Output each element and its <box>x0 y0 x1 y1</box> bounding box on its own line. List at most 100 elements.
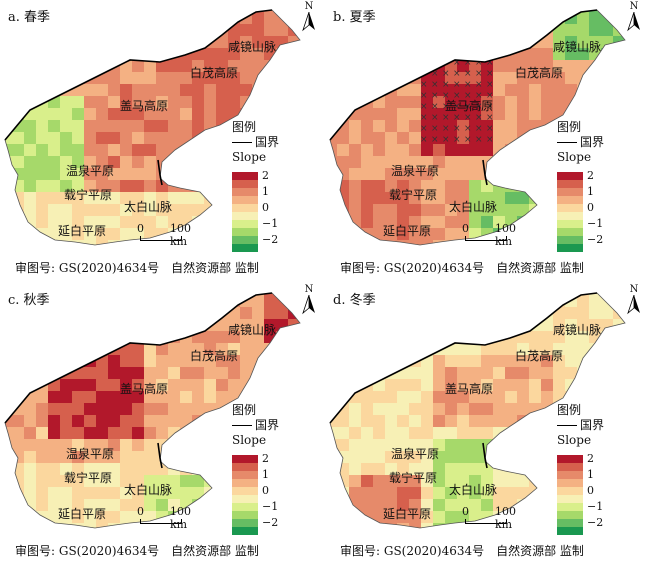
label-wenquan-plain: 温泉平原 <box>66 164 115 178</box>
label-gaima-plateau: 盖马高原 <box>445 99 494 113</box>
colorbar-swatch <box>557 236 583 244</box>
significance-mark: × <box>464 91 472 101</box>
colorbar-swatch <box>232 228 258 236</box>
significance-mark: × <box>475 135 483 145</box>
legend-slope-label: Slope <box>557 433 592 447</box>
significance-mark: × <box>464 58 472 68</box>
map-canvas <box>4 292 301 529</box>
legend-slope-label: Slope <box>557 150 592 164</box>
colorbar-swatch <box>557 196 583 204</box>
colorbar-swatch <box>232 212 258 220</box>
significance-mark: × <box>453 58 461 68</box>
colorbar-swatch <box>557 487 583 495</box>
label-baimao-plateau: 白茂高原 <box>515 349 564 363</box>
legend-slope-label: Slope <box>232 150 267 164</box>
colorbar-swatch <box>232 495 258 503</box>
significance-mark: × <box>486 69 494 79</box>
significance-mark: × <box>475 69 483 79</box>
significance-mark: × <box>453 113 461 123</box>
colorbar-swatch <box>232 180 258 188</box>
significance-mark: × <box>486 135 494 145</box>
legend-title: 图例 <box>557 403 582 417</box>
colorbar-swatch <box>557 220 583 228</box>
colorbar-tick: 1 <box>262 468 269 481</box>
colorbar-swatch <box>232 188 258 196</box>
significance-mark: × <box>453 135 461 145</box>
label-yanbai-plain: 延白平原 <box>383 224 432 238</box>
significance-mark: × <box>420 124 428 134</box>
significance-mark: × <box>431 69 439 79</box>
significance-mark: × <box>464 80 472 90</box>
colorbar-swatch <box>557 479 583 487</box>
label-zaining-plain: 载宁平原 <box>64 471 113 485</box>
label-xianjing-mountains: 咸镜山脉 <box>553 323 602 337</box>
significance-mark: × <box>464 135 472 145</box>
label-gaima-plateau: 盖马高原 <box>445 382 494 396</box>
colorbar: 2 1 0 −1 −2 <box>232 170 278 252</box>
legend: 图例 国界 Slope <box>232 403 279 448</box>
colorbar-swatch <box>232 463 258 471</box>
colorbar-swatch <box>232 479 258 487</box>
legend-title: 图例 <box>557 120 582 134</box>
significance-mark: × <box>420 135 428 145</box>
significance-mark: × <box>464 69 472 79</box>
colorbar-swatch <box>557 463 583 471</box>
label-zaining-plain: 载宁平原 <box>389 471 438 485</box>
colorbar-swatch <box>232 236 258 244</box>
colorbar-tick: −1 <box>587 500 604 513</box>
north-arrow-icon: N <box>624 2 644 32</box>
map-panel-summer: × × × × × × × × × × × × × × × × × × × × × × × × × × × × × × × × × × × × × × × ×… <box>325 0 650 283</box>
significance-mark: × <box>486 80 494 90</box>
significance-mark: × <box>464 102 472 112</box>
significance-mark: × <box>442 113 450 123</box>
colorbar-swatch <box>232 220 258 228</box>
label-zaining-plain: 载宁平原 <box>64 188 113 202</box>
label-taibai-mountains: 太白山脉 <box>449 200 498 214</box>
significance-mark: × <box>486 124 494 134</box>
colorbar-tick: 0 <box>587 484 594 497</box>
colorbar-tick: −1 <box>587 217 604 230</box>
colorbar-tick: 2 <box>587 169 594 182</box>
significance-mark: × <box>475 80 483 90</box>
colorbar-tick: 1 <box>262 185 269 198</box>
significance-mark: × <box>453 80 461 90</box>
label-baimao-plateau: 白茂高原 <box>190 66 239 80</box>
label-gaima-plateau: 盖马高原 <box>120 382 169 396</box>
label-yanbai-plain: 延白平原 <box>58 224 107 238</box>
legend: 图例 国界 Slope <box>232 120 279 165</box>
significance-mark: × <box>431 80 439 90</box>
significance-mark: × <box>431 124 439 134</box>
significance-mark: × <box>475 113 483 123</box>
label-xianjing-mountains: 咸镜山脉 <box>228 323 277 337</box>
colorbar-tick: −1 <box>262 500 279 513</box>
north-arrow-icon: N <box>299 2 319 32</box>
colorbar-tick: 2 <box>262 452 269 465</box>
significance-mark: × <box>486 58 494 68</box>
colorbar-swatch <box>557 180 583 188</box>
significance-mark: × <box>442 124 450 134</box>
colorbar-swatch <box>232 244 258 252</box>
significance-mark: × <box>486 91 494 101</box>
colorbar-tick: 0 <box>587 201 594 214</box>
map-approval-note: 审图号: GS(2020)4634号 自然资源部 监制 <box>15 544 259 558</box>
legend-border-entry: 国界 <box>557 418 604 433</box>
significance-mark: × <box>453 102 461 112</box>
significance-mark: × <box>475 124 483 134</box>
label-wenquan-plain: 温泉平原 <box>66 447 115 461</box>
significance-mark: × <box>464 124 472 134</box>
significance-mark: × <box>475 91 483 101</box>
colorbar-swatch <box>557 471 583 479</box>
colorbar: 2 1 0 −1 −2 <box>557 170 603 252</box>
colorbar-swatch <box>557 204 583 212</box>
legend: 图例 国界 Slope <box>557 403 604 448</box>
label-xianjing-mountains: 咸镜山脉 <box>228 40 277 54</box>
label-xianjing-mountains: 咸镜山脉 <box>553 40 602 54</box>
significance-mark: × <box>431 58 439 68</box>
legend-border-entry: 国界 <box>232 418 279 433</box>
colorbar-tick: 1 <box>587 185 594 198</box>
significance-mark: × <box>420 113 428 123</box>
colorbar-swatch <box>557 172 583 180</box>
colorbar-swatch <box>557 212 583 220</box>
label-yanbai-plain: 延白平原 <box>383 507 432 521</box>
significance-mark: × <box>453 124 461 134</box>
